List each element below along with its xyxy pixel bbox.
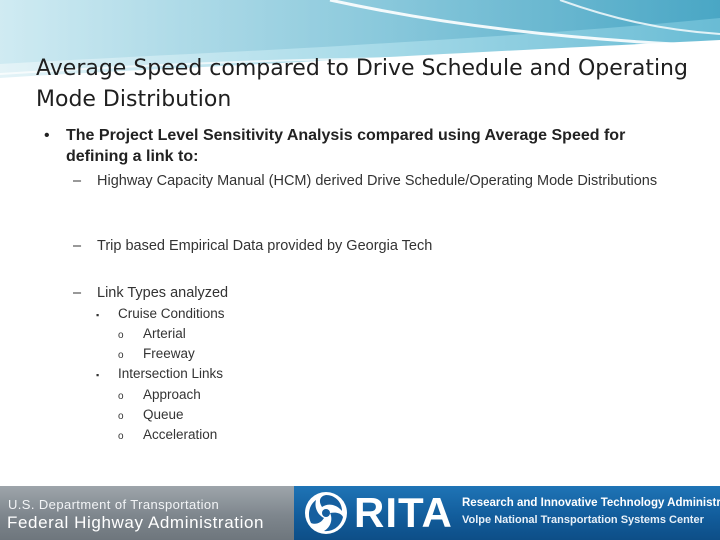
sub-bullet-text: Link Types analyzed xyxy=(97,285,229,301)
link-subtype-arterial: o Arterial xyxy=(118,324,443,344)
sub-bullet-text: Trip based Empirical Data provided by Ge… xyxy=(97,238,433,254)
dash-marker: – xyxy=(73,238,82,254)
link-type-cruise: ▪ Cruise Conditions xyxy=(96,304,518,324)
wave-swoosh-icon xyxy=(0,0,720,78)
link-subtype-text: Arterial xyxy=(143,326,186,341)
sub-bullet-text: Highway Capacity Manual (HCM) derived Dr… xyxy=(97,173,658,189)
bullet-marker: • xyxy=(44,127,50,144)
rita-logo: RITA Research and Innovative Technology … xyxy=(294,486,720,540)
volpe-center-label: Volpe National Transportation Systems Ce… xyxy=(462,514,704,526)
link-subtype-text: Freeway xyxy=(143,346,195,361)
link-subtype-text: Approach xyxy=(143,387,201,402)
circle-marker: o xyxy=(118,391,124,402)
fhwa-department-label: U.S. Department of Transportation xyxy=(8,497,220,512)
sub-bullet-hcm: – Highway Capacity Manual (HCM) derived … xyxy=(73,172,677,191)
link-subtype-approach: o Approach xyxy=(118,385,443,405)
slide-title: Average Speed compared to Drive Schedule… xyxy=(36,56,688,112)
square-marker: ▪ xyxy=(96,310,100,320)
dash-marker: – xyxy=(73,173,82,189)
main-bullet: • The Project Level Sensitivity Analysis… xyxy=(44,125,686,167)
circle-marker: o xyxy=(118,330,124,341)
link-subtype-freeway: o Freeway xyxy=(118,344,443,364)
dash-marker: – xyxy=(73,285,82,301)
main-bullet-text: The Project Level Sensitivity Analysis c… xyxy=(66,127,626,165)
square-marker: ▪ xyxy=(96,370,100,380)
circle-marker: o xyxy=(118,431,124,442)
link-subtype-text: Acceleration xyxy=(143,427,218,442)
link-type-intersection: ▪ Intersection Links xyxy=(96,364,518,384)
link-type-text: Cruise Conditions xyxy=(118,306,225,321)
rita-wordmark: RITA xyxy=(354,489,453,536)
link-type-text: Intersection Links xyxy=(118,366,224,381)
fhwa-agency-label: Federal Highway Administration xyxy=(7,513,265,532)
link-subtype-text: Queue xyxy=(143,407,184,422)
link-subtype-acceleration: o Acceleration xyxy=(118,425,443,445)
fhwa-logo: U.S. Department of Transportation Federa… xyxy=(0,486,294,540)
rita-agency-label: Research and Innovative Technology Admin… xyxy=(462,497,720,509)
sub-bullet-georgia-tech: – Trip based Empirical Data provided by … xyxy=(73,237,677,256)
circle-marker: o xyxy=(118,350,124,361)
footer-banner: U.S. Department of Transportation Federa… xyxy=(0,486,720,540)
sub-bullet-link-types: – Link Types analyzed xyxy=(73,284,677,303)
rita-swirl-logo-icon xyxy=(305,492,347,534)
link-subtype-queue: o Queue xyxy=(118,405,443,425)
slide-content: • The Project Level Sensitivity Analysis… xyxy=(44,125,686,445)
circle-marker: o xyxy=(118,411,124,422)
